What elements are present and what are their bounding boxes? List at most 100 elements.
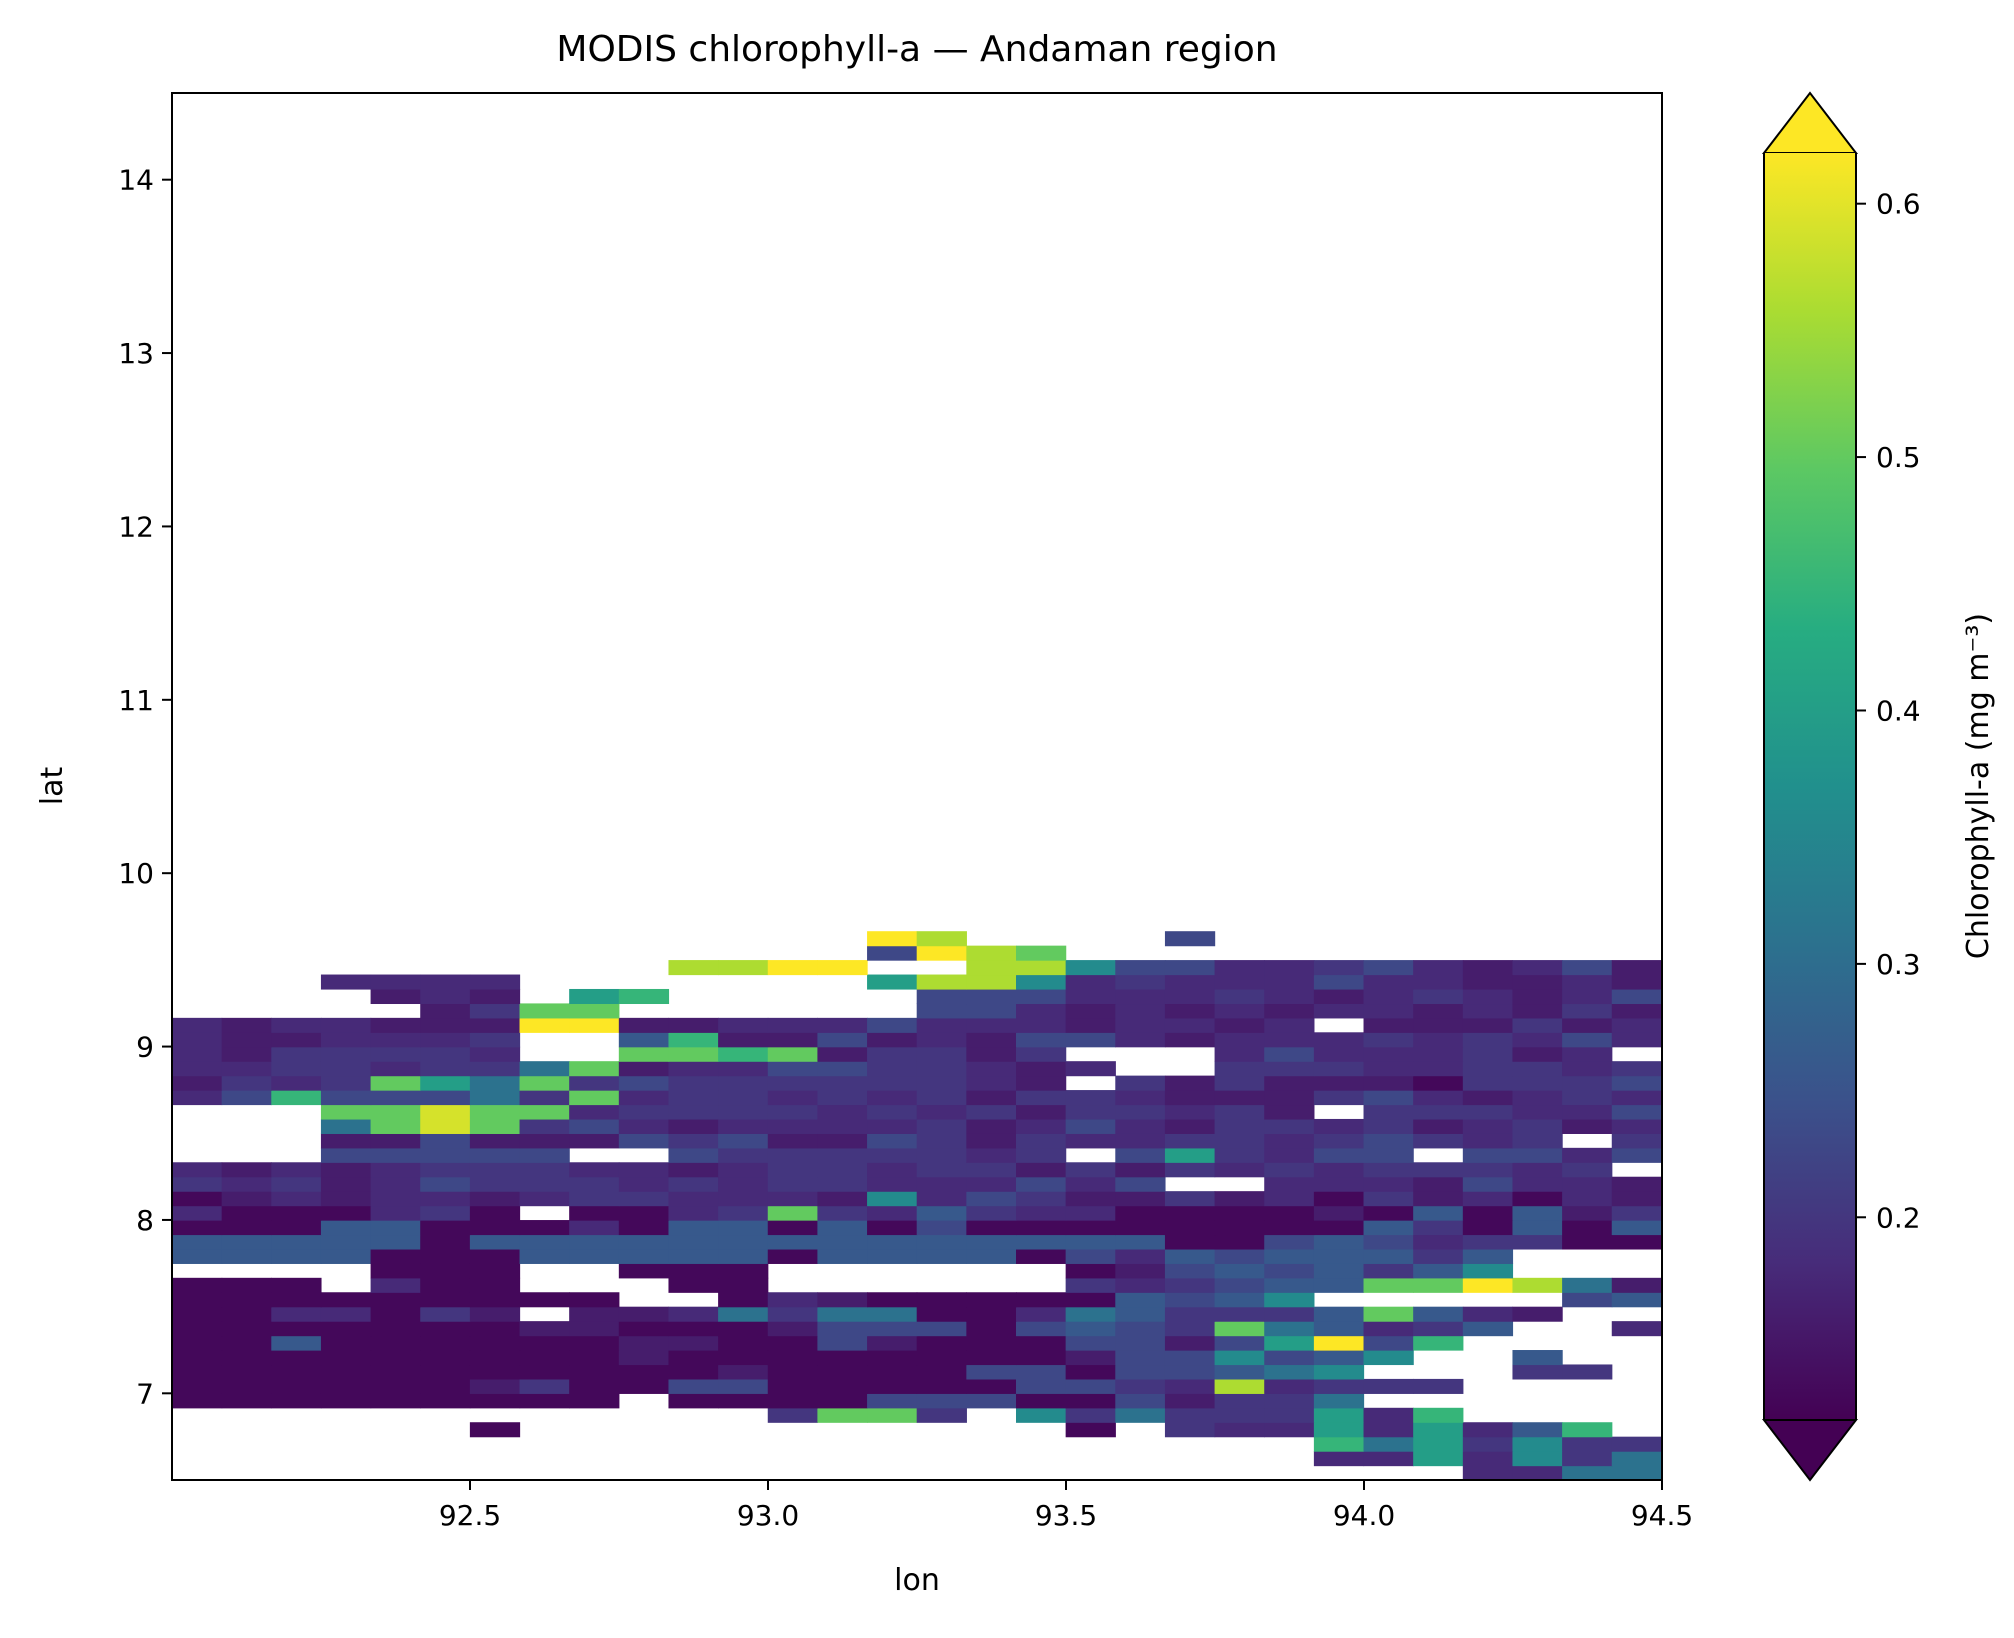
- heatmap-cell: [370, 1378, 421, 1394]
- heatmap-cell: [1413, 1191, 1464, 1207]
- heatmap-cell: [420, 974, 471, 990]
- heatmap-cell: [1115, 1292, 1166, 1308]
- heatmap-cell: [221, 1017, 272, 1033]
- heatmap-cell: [569, 1205, 620, 1221]
- heatmap-cell: [1611, 1191, 1663, 1207]
- heatmap-cell: [618, 1335, 670, 1351]
- heatmap-cell: [320, 1032, 372, 1048]
- heatmap-cell: [1264, 1393, 1315, 1409]
- colorbar-extend-max: [1761, 91, 1859, 154]
- heatmap-cell: [370, 1263, 421, 1279]
- heatmap-cell: [1065, 988, 1116, 1005]
- heatmap-cell: [1462, 1436, 1514, 1452]
- heatmap-cell: [1164, 1118, 1216, 1134]
- x-tick-label: 93.0: [737, 1499, 799, 1532]
- heatmap-cell: [1164, 1191, 1216, 1207]
- heatmap-cell: [1164, 1017, 1216, 1033]
- heatmap-cell: [1363, 1205, 1414, 1221]
- x-tick-label: 94.5: [1631, 1499, 1693, 1532]
- heatmap-cell: [867, 1306, 918, 1322]
- heatmap-cell: [767, 1292, 819, 1308]
- heatmap-cell: [966, 1306, 1017, 1322]
- heatmap-cell: [1462, 1176, 1514, 1192]
- heatmap-cell: [1512, 1017, 1563, 1033]
- heatmap-cell: [1562, 988, 1613, 1005]
- heatmap-cell: [1164, 1248, 1216, 1264]
- heatmap-cell: [916, 1133, 967, 1149]
- heatmap-cell: [718, 1133, 769, 1149]
- heatmap-cell: [1363, 1263, 1414, 1279]
- heatmap-cell: [1313, 1422, 1365, 1438]
- heatmap-cell: [718, 1277, 769, 1293]
- heatmap-cell: [867, 1378, 918, 1394]
- heatmap-cell: [1264, 1220, 1315, 1236]
- heatmap-cell: [420, 1277, 471, 1293]
- heatmap-cell: [420, 1393, 471, 1409]
- heatmap-cell: [519, 1364, 570, 1380]
- colorbar-body: [1764, 153, 1856, 1420]
- heatmap-cell: [469, 1220, 521, 1236]
- heatmap-cell: [618, 1032, 670, 1048]
- heatmap-cell: [1313, 1220, 1365, 1236]
- heatmap-cell: [1164, 1147, 1216, 1163]
- heatmap-cell: [1313, 1162, 1365, 1178]
- heatmap-cell: [1264, 960, 1315, 976]
- heatmap-cell: [1562, 1046, 1613, 1062]
- heatmap-cell: [1512, 1061, 1563, 1077]
- heatmap-cell: [320, 1350, 372, 1366]
- heatmap-cell: [569, 1234, 620, 1250]
- heatmap-cell: [767, 1061, 819, 1077]
- heatmap-cell: [1363, 960, 1414, 976]
- heatmap-cell: [1214, 1292, 1265, 1308]
- heatmap-cell: [469, 1090, 521, 1106]
- heatmap-cell: [966, 988, 1017, 1005]
- heatmap-cell: [420, 1176, 471, 1192]
- heatmap-cell: [1313, 988, 1365, 1005]
- heatmap-cell: [469, 1422, 521, 1438]
- heatmap-cell: [1016, 1292, 1067, 1308]
- heatmap-cell: [1264, 1046, 1315, 1062]
- heatmap-cell: [867, 1032, 918, 1048]
- heatmap-cell: [1214, 1248, 1265, 1264]
- heatmap-cell: [370, 1364, 421, 1380]
- heatmap-cell: [172, 1191, 223, 1207]
- colorbar-extend-min: [1761, 1419, 1859, 1482]
- heatmap-cell: [867, 1090, 918, 1106]
- heatmap-cell: [1313, 1133, 1365, 1149]
- heatmap-cell: [1512, 1350, 1563, 1366]
- heatmap-cell: [718, 1061, 769, 1077]
- heatmap-cell: [1562, 1422, 1613, 1438]
- heatmap-cell: [271, 1061, 322, 1077]
- heatmap-cell: [1065, 1364, 1116, 1380]
- heatmap-cell: [569, 1292, 620, 1308]
- heatmap-cell: [1462, 1075, 1514, 1091]
- heatmap-cell: [1462, 1118, 1514, 1134]
- heatmap-cell: [569, 1061, 620, 1077]
- heatmap-cell: [271, 1075, 322, 1091]
- heatmap-cell: [718, 1118, 769, 1134]
- heatmap-cell: [172, 1378, 223, 1394]
- heatmap-cell: [1413, 1118, 1464, 1134]
- heatmap-cell: [1214, 1003, 1265, 1019]
- heatmap-cell: [1413, 1422, 1464, 1438]
- heatmap-cell: [1413, 1104, 1464, 1120]
- heatmap-cell: [1065, 1118, 1116, 1134]
- heatmap-cell: [1413, 1378, 1464, 1394]
- heatmap-cell: [1016, 1364, 1067, 1380]
- heatmap-cell: [668, 1306, 719, 1322]
- heatmap-cell: [618, 1162, 670, 1178]
- colorbar-tick-label: 0.6: [1876, 188, 1921, 221]
- heatmap-cell: [817, 1104, 868, 1120]
- heatmap-cell: [320, 1306, 372, 1322]
- heatmap-cell: [718, 1205, 769, 1221]
- heatmap-cell: [271, 1335, 322, 1351]
- heatmap-cell: [817, 1335, 868, 1351]
- heatmap-cell: [1065, 1335, 1116, 1351]
- heatmap-cell: [1462, 1061, 1514, 1077]
- heatmap-cell: [1065, 1234, 1116, 1250]
- heatmap-cell: [271, 1306, 322, 1322]
- heatmap-cell: [370, 1321, 421, 1337]
- heatmap-cell: [618, 1061, 670, 1077]
- heatmap-cell: [1115, 1147, 1166, 1163]
- heatmap-cell: [916, 1118, 967, 1134]
